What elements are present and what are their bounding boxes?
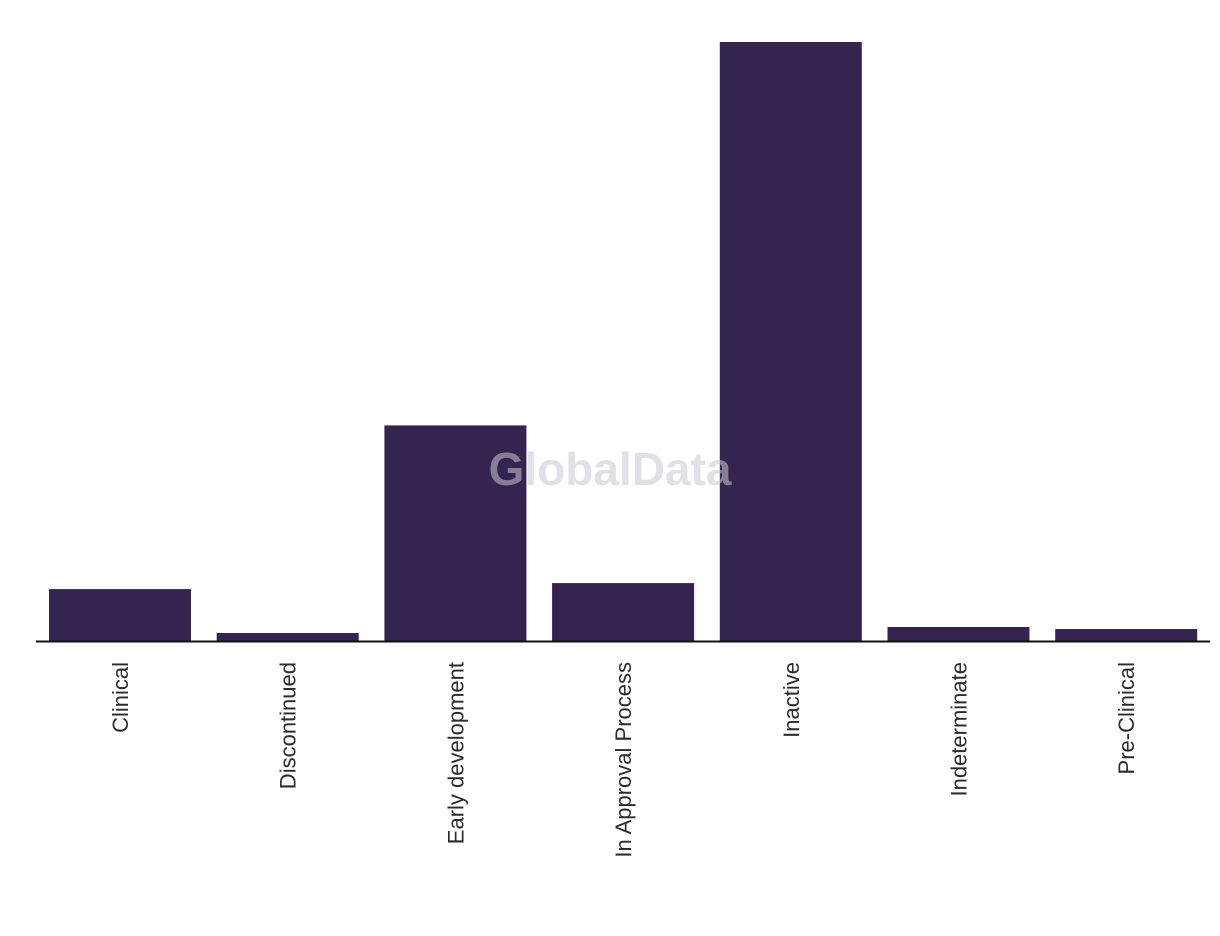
bar-early-development	[384, 425, 527, 641]
x-tick-label: Discontinued	[276, 662, 301, 789]
watermark-logo: GlobalData	[489, 443, 732, 495]
bar-inactive	[719, 42, 862, 641]
bar-in-approval-process	[552, 583, 695, 641]
x-tick-label: Early development	[443, 662, 468, 844]
x-tick-label: In Approval Process	[611, 662, 636, 858]
x-tick-label: Pre-Clinical	[1114, 662, 1139, 774]
bars-group	[49, 42, 1198, 641]
x-tick-label: Clinical	[108, 662, 133, 733]
x-tick-label: Inactive	[779, 662, 804, 738]
bar-pre-clinical	[1055, 629, 1198, 641]
bar-discontinued	[216, 633, 359, 641]
tick-labels-group: Clinical Discontinued Early development In …	[108, 662, 1139, 858]
bar-clinical	[49, 589, 191, 641]
x-tick-label: Indeterminate	[947, 662, 972, 797]
bar-indeterminate	[887, 627, 1030, 641]
